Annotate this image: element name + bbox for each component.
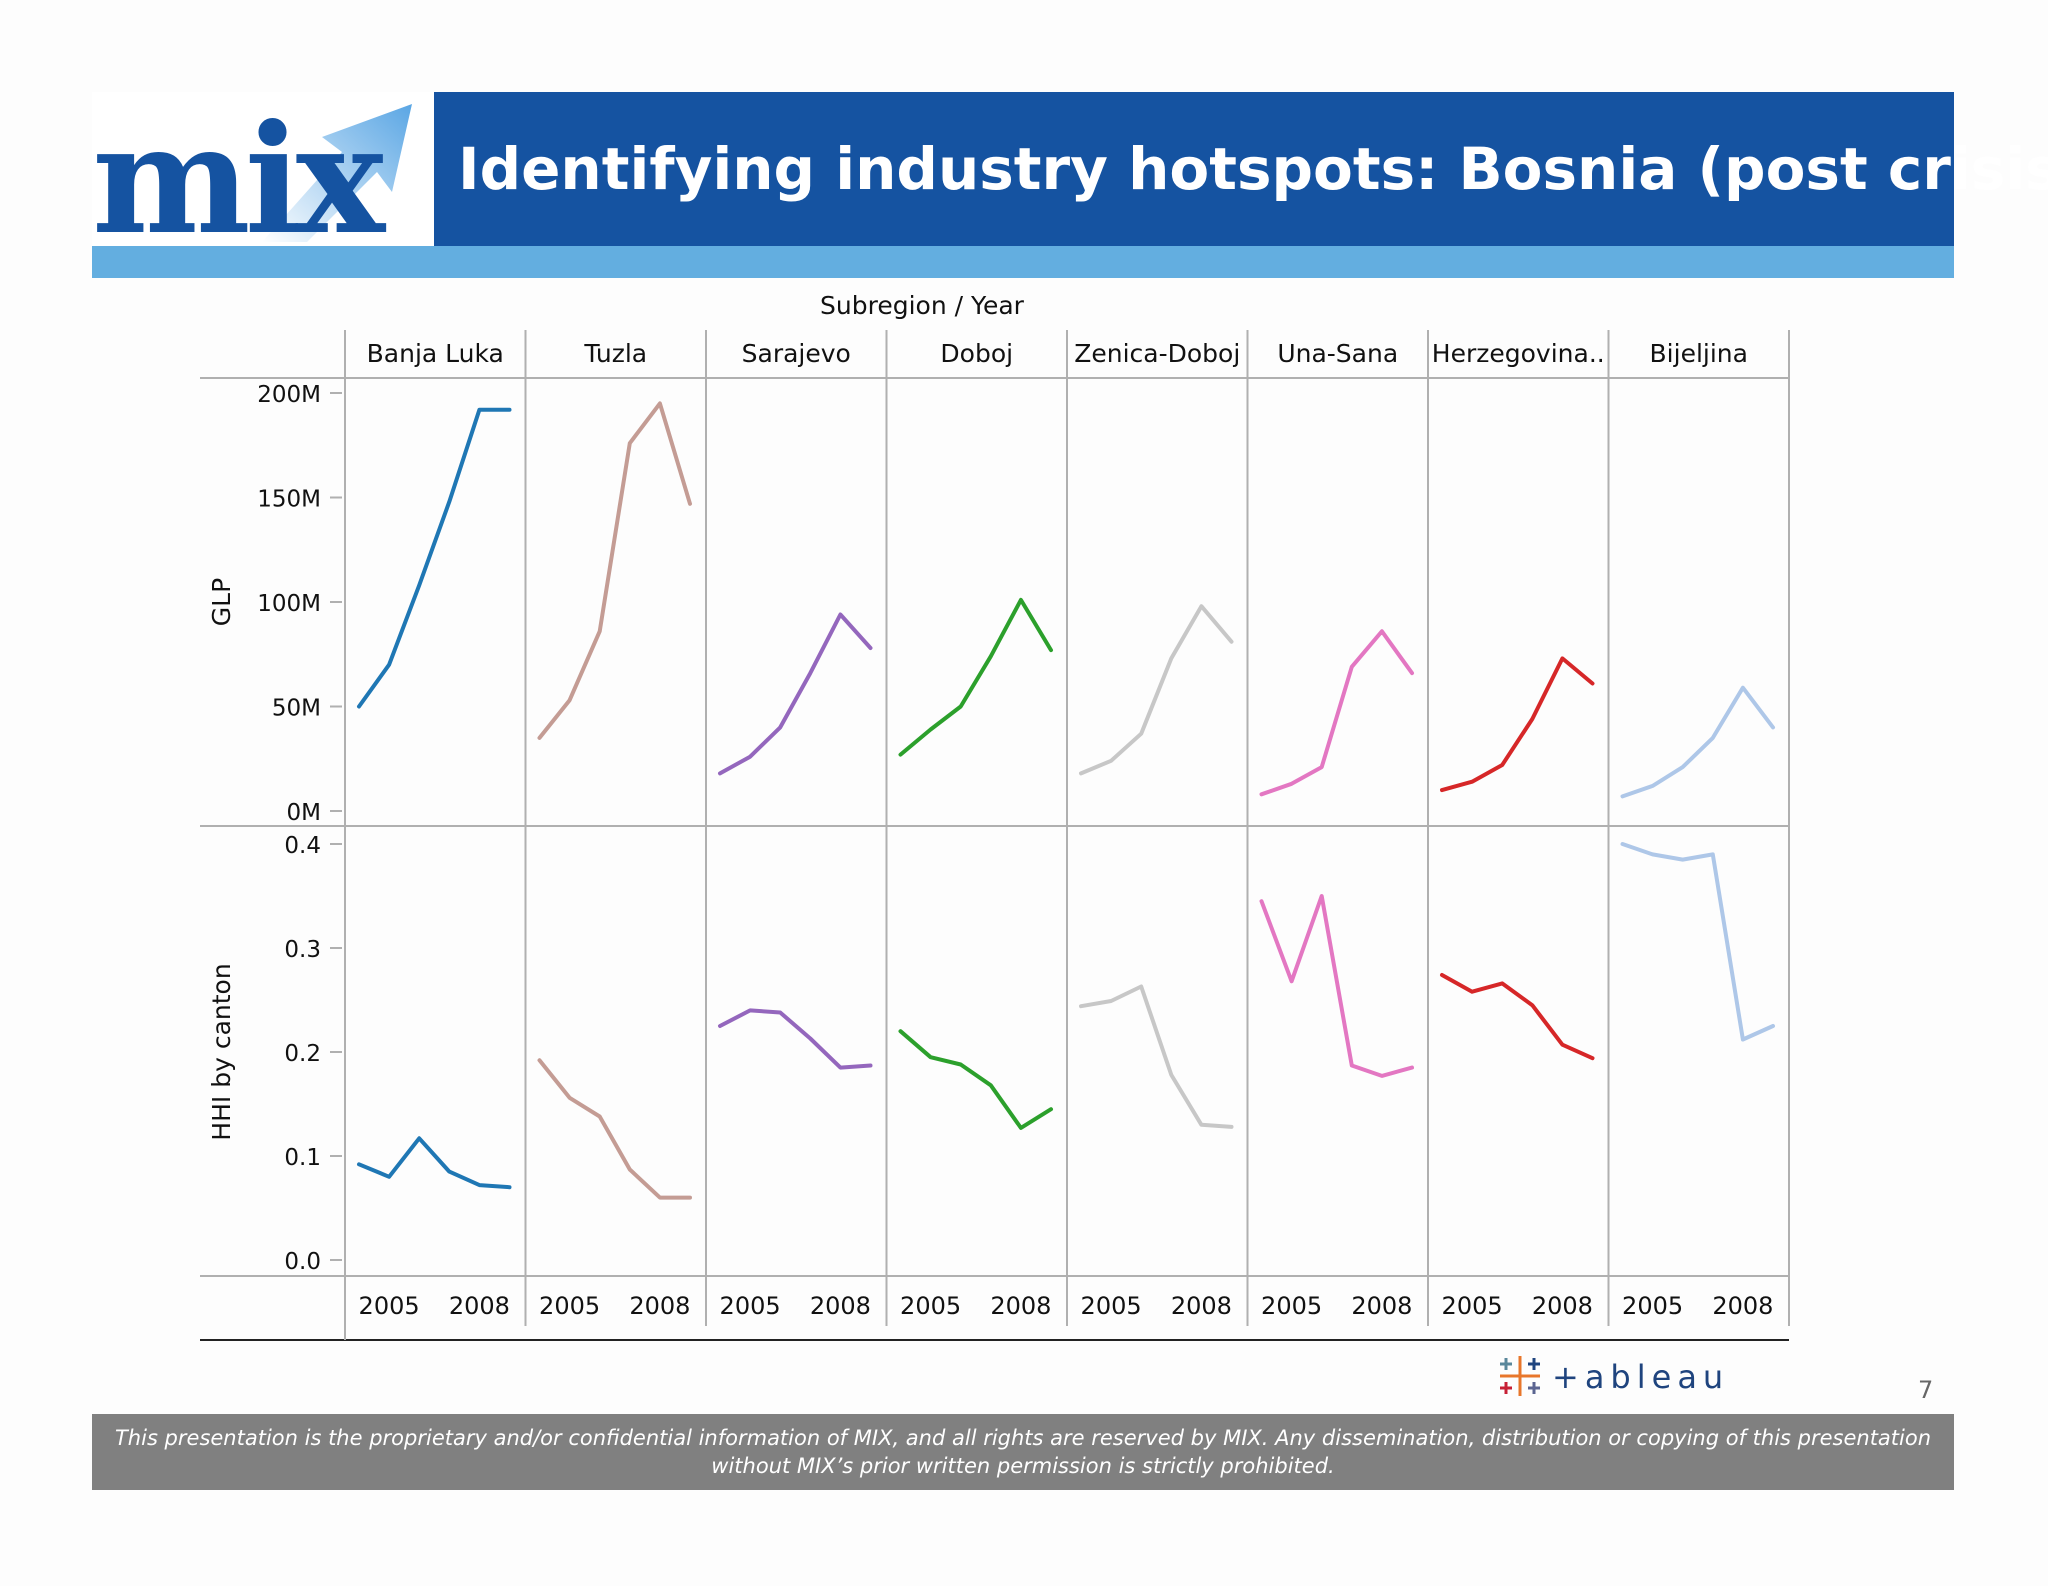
column-header-4: Zenica-Doboj xyxy=(1074,339,1240,368)
series-line-glp-2 xyxy=(718,612,873,776)
x-tick-label: 2008 xyxy=(449,1292,510,1320)
series-line-hhi-7 xyxy=(1620,842,1775,1042)
y-axis-label-0: GLP xyxy=(207,578,236,626)
x-tick-label: 2005 xyxy=(359,1292,420,1320)
series-line-glp-6 xyxy=(1440,656,1595,793)
confidentiality-footer: This presentation is the proprietary and… xyxy=(92,1414,1954,1490)
x-tick-label: 2008 xyxy=(990,1292,1051,1320)
x-tick-label: 2005 xyxy=(1622,1292,1683,1320)
x-tick-label: 2008 xyxy=(629,1292,690,1320)
column-header-2: Sarajevo xyxy=(742,339,851,368)
x-tick-label: 2005 xyxy=(1261,1292,1322,1320)
title-underline-bar xyxy=(92,246,1954,278)
page-title: Identifying industry hotspots: Bosnia (p… xyxy=(458,135,2048,203)
series-line-glp-5 xyxy=(1259,629,1414,797)
y-tick-label: 50M xyxy=(272,696,321,722)
x-tick-label: 2005 xyxy=(900,1292,961,1320)
mix-logo: mix xyxy=(92,92,434,268)
x-tick-label: 2008 xyxy=(1532,1292,1593,1320)
series-line-hhi-5 xyxy=(1259,894,1414,1078)
y-tick-label: 0.4 xyxy=(284,833,321,859)
page-number: 7 xyxy=(1918,1376,1934,1404)
series-line-hhi-1 xyxy=(537,1058,692,1200)
x-tick-label: 2005 xyxy=(720,1292,781,1320)
y-tick-label: 0.0 xyxy=(284,1249,321,1275)
column-header-1: Tuzla xyxy=(583,339,647,368)
y-tick-label: 0.3 xyxy=(284,937,321,963)
tableau-logo-graphic: +ableau xyxy=(1500,1356,1729,1396)
tableau-logo: +ableau xyxy=(1494,1348,1764,1404)
series-line-hhi-4 xyxy=(1079,984,1234,1129)
logo-text: mix xyxy=(92,92,387,246)
title-bar: Identifying industry hotspots: Bosnia (p… xyxy=(434,92,2048,246)
y-tick-label: 150M xyxy=(257,487,321,513)
y-tick-label: 0M xyxy=(287,800,321,826)
column-header-0: Banja Luka xyxy=(367,339,504,368)
column-header-6: Herzegovina.. xyxy=(1432,339,1605,368)
y-tick-label: 200M xyxy=(257,382,321,408)
series-line-glp-3 xyxy=(898,597,1053,757)
x-tick-label: 2008 xyxy=(810,1292,871,1320)
y-tick-label: 0.1 xyxy=(284,1145,321,1171)
x-tick-label: 2008 xyxy=(1712,1292,1773,1320)
series-line-hhi-0 xyxy=(357,1136,512,1190)
series-line-glp-0 xyxy=(357,407,512,709)
series-line-hhi-6 xyxy=(1440,973,1595,1061)
x-tick-label: 2005 xyxy=(1081,1292,1142,1320)
series-line-glp-4 xyxy=(1079,604,1234,776)
x-tick-label: 2005 xyxy=(1442,1292,1503,1320)
series-line-glp-1 xyxy=(537,401,692,740)
x-tick-label: 2008 xyxy=(1351,1292,1412,1320)
column-header-3: Doboj xyxy=(940,339,1013,368)
column-header-5: Una-Sana xyxy=(1277,339,1398,368)
y-tick-label: 0.2 xyxy=(284,1041,321,1067)
y-axis-label-1: HHI by canton xyxy=(207,963,236,1140)
series-line-hhi-3 xyxy=(898,1029,1053,1130)
series-line-glp-7 xyxy=(1620,685,1775,799)
y-tick-label: 100M xyxy=(257,591,321,617)
tableau-wordmark: +ableau xyxy=(1552,1358,1729,1396)
mix-logo-graphic: mix xyxy=(92,92,412,268)
header-title: Subregion / Year xyxy=(820,291,1025,320)
series-line-hhi-2 xyxy=(718,1008,873,1070)
x-tick-label: 2005 xyxy=(539,1292,600,1320)
x-tick-label: 2008 xyxy=(1171,1292,1232,1320)
column-header-7: Bijeljina xyxy=(1650,339,1748,368)
